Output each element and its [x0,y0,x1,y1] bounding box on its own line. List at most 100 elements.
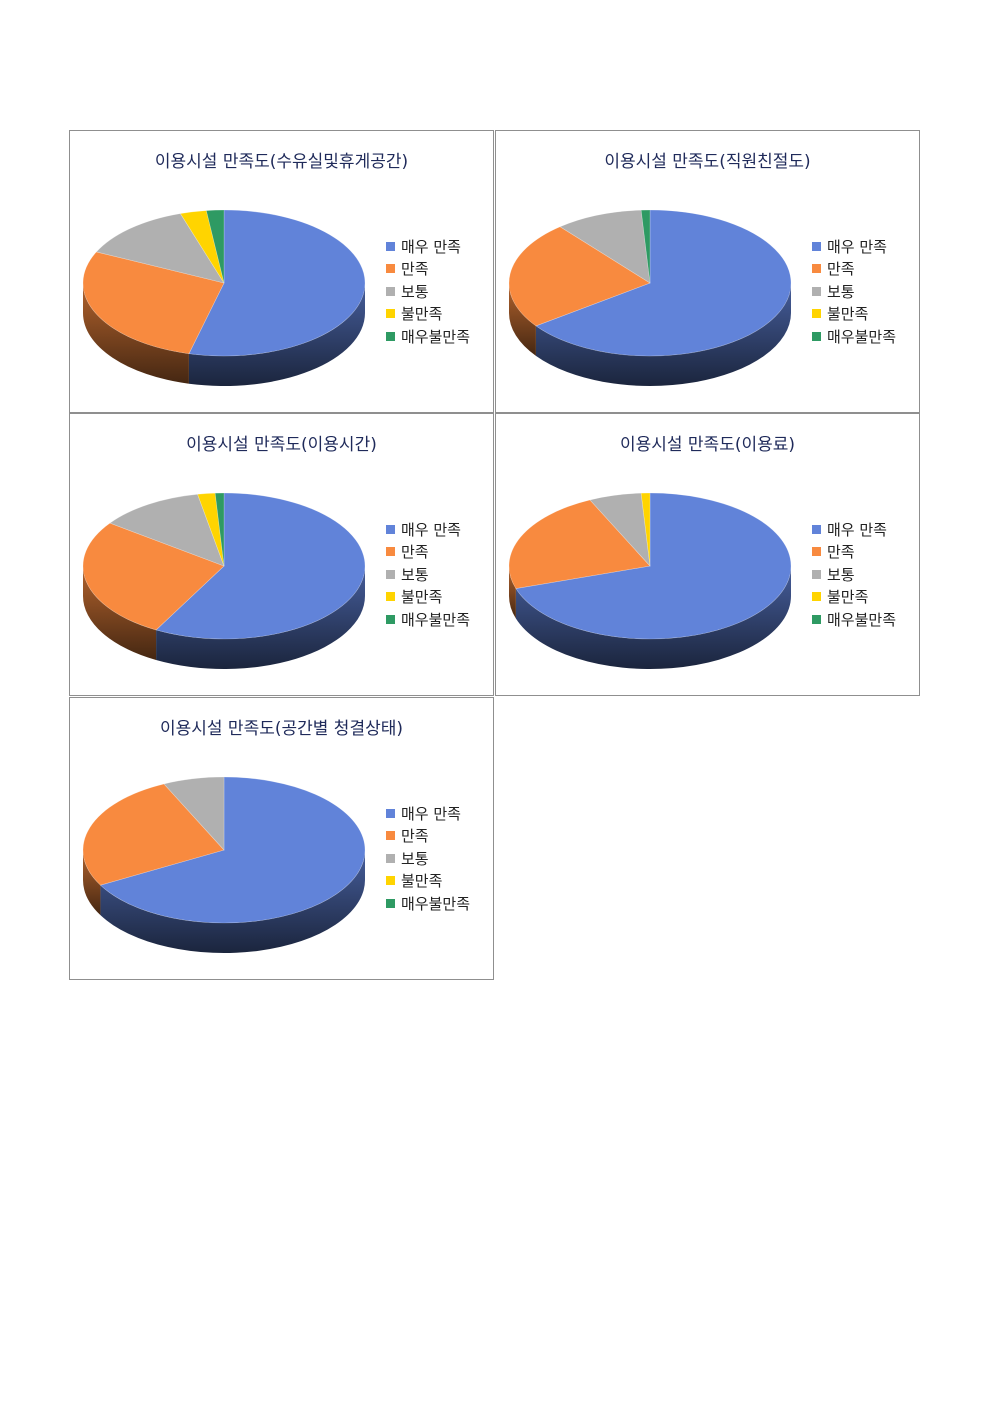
slice-satisfied [508,226,651,327]
legend-label: 불만족 [401,305,443,324]
legend-swatch [386,569,395,579]
slice-side-very-satisfied [156,566,365,669]
legend-label: 매우 만족 [827,520,887,539]
slice-satisfied [82,522,225,631]
legend-label: 불만족 [401,872,443,891]
legend-item-dissatisfied: 불만족 [386,586,470,609]
slice-very-satisfied [99,776,366,924]
legend-label: 보통 [401,849,429,868]
legend-swatch [386,808,395,818]
legend-item-neutral: 보통 [812,280,896,303]
legend-label: 보통 [401,565,429,584]
legend-label: 불만족 [827,588,869,607]
pie-top [508,209,792,357]
legend-item-very-satisfied: 매우 만족 [386,518,470,541]
legend-label: 매우 만족 [401,237,461,256]
legend-label: 매우 만족 [827,237,887,256]
legend-item-very-dissatisfied: 매우불만족 [386,608,470,631]
slice-side-very-satisfied [188,283,365,386]
legend-item-very-satisfied: 매우 만족 [386,235,470,258]
slice-side-very-satisfied [100,850,365,953]
legend-item-very-dissatisfied: 매우불만족 [386,325,470,348]
slice-side-satisfied [83,566,157,660]
slice-very-satisfied [535,209,792,357]
slice-side-very-satisfied [515,566,791,669]
legend-label: 매우불만족 [401,894,471,913]
legend-item-very-dissatisfied: 매우불만족 [812,608,896,631]
slice-satisfied [82,783,225,886]
legend-label: 매우 만족 [401,520,461,539]
chart-panel-staff-kindness: 이용시설 만족도(직원친절도) 매우 만족 만족 보통 불만족 매우불만족 [495,130,920,413]
legend-swatch [812,569,821,579]
legend-item-very-satisfied: 매우 만족 [812,518,896,541]
slice-very-satisfied [155,492,366,640]
chart-panel-hours: 이용시설 만족도(이용시간) 매우 만족 만족 보통 불만족 매우불만족 [69,413,494,696]
legend-item-very-satisfied: 매우 만족 [812,235,896,258]
pie-side-walls [83,283,365,386]
slice-neutral [95,213,225,284]
legend-item-neutral: 보통 [386,280,470,303]
legend-item-satisfied: 만족 [386,258,470,281]
pie-chart [508,492,792,669]
legend-label: 만족 [827,543,855,562]
legend-swatch [812,524,821,534]
legend-item-dissatisfied: 불만족 [812,303,896,326]
slice-side-satisfied [509,566,516,619]
pie-chart [82,776,366,953]
slice-neutral [589,492,651,567]
slice-neutral [163,776,225,851]
slice-very-dissatisfied [214,492,225,567]
legend-label: 만족 [401,260,429,279]
slice-satisfied [508,499,651,589]
legend-swatch [386,524,395,534]
chart-title: 이용시설 만족도(수유실및휴게공간) [154,152,409,172]
legend-swatch [812,331,821,341]
legend-label: 보통 [827,282,855,301]
legend-item-very-dissatisfied: 매우불만족 [812,325,896,348]
legend-swatch [386,898,395,908]
chart-legend: 매우 만족 만족 보통 불만족 매우불만족 [812,518,896,631]
pie-side-walls [83,566,365,669]
pie-top [508,492,792,640]
chart-title: 이용시설 만족도(이용료) [619,435,796,455]
legend-item-satisfied: 만족 [812,258,896,281]
slice-very-satisfied [515,492,792,640]
slice-dissatisfied [179,210,225,284]
legend-label: 만족 [401,543,429,562]
legend-swatch [812,547,821,557]
pie-side-walls [509,283,791,386]
legend-swatch [386,286,395,296]
slice-dissatisfied [197,492,225,567]
legend-item-satisfied: 만족 [812,541,896,564]
pie-side-walls [509,566,791,669]
legend-swatch [386,876,395,886]
legend-swatch [386,853,395,863]
legend-item-neutral: 보통 [386,563,470,586]
legend-label: 매우불만족 [401,610,471,629]
legend-swatch [812,241,821,251]
slice-side-satisfied [83,850,101,916]
legend-swatch [812,286,821,296]
legend-item-dissatisfied: 불만족 [812,586,896,609]
pie-top [82,209,366,357]
legend-label: 매우불만족 [401,327,471,346]
legend-swatch [812,309,821,319]
legend-swatch [386,614,395,624]
legend-swatch [386,831,395,841]
slice-dissatisfied [640,492,651,567]
legend-label: 매우불만족 [827,610,897,629]
slice-neutral [109,493,225,567]
legend-item-very-dissatisfied: 매우불만족 [386,892,470,915]
legend-swatch [386,547,395,557]
legend-swatch [812,592,821,602]
legend-label: 매우 만족 [401,804,461,823]
slice-satisfied [82,251,225,355]
legend-swatch [386,264,395,274]
pie-top [82,492,366,640]
legend-item-satisfied: 만족 [386,825,470,848]
legend-label: 불만족 [827,305,869,324]
slice-very-dissatisfied [205,209,225,284]
